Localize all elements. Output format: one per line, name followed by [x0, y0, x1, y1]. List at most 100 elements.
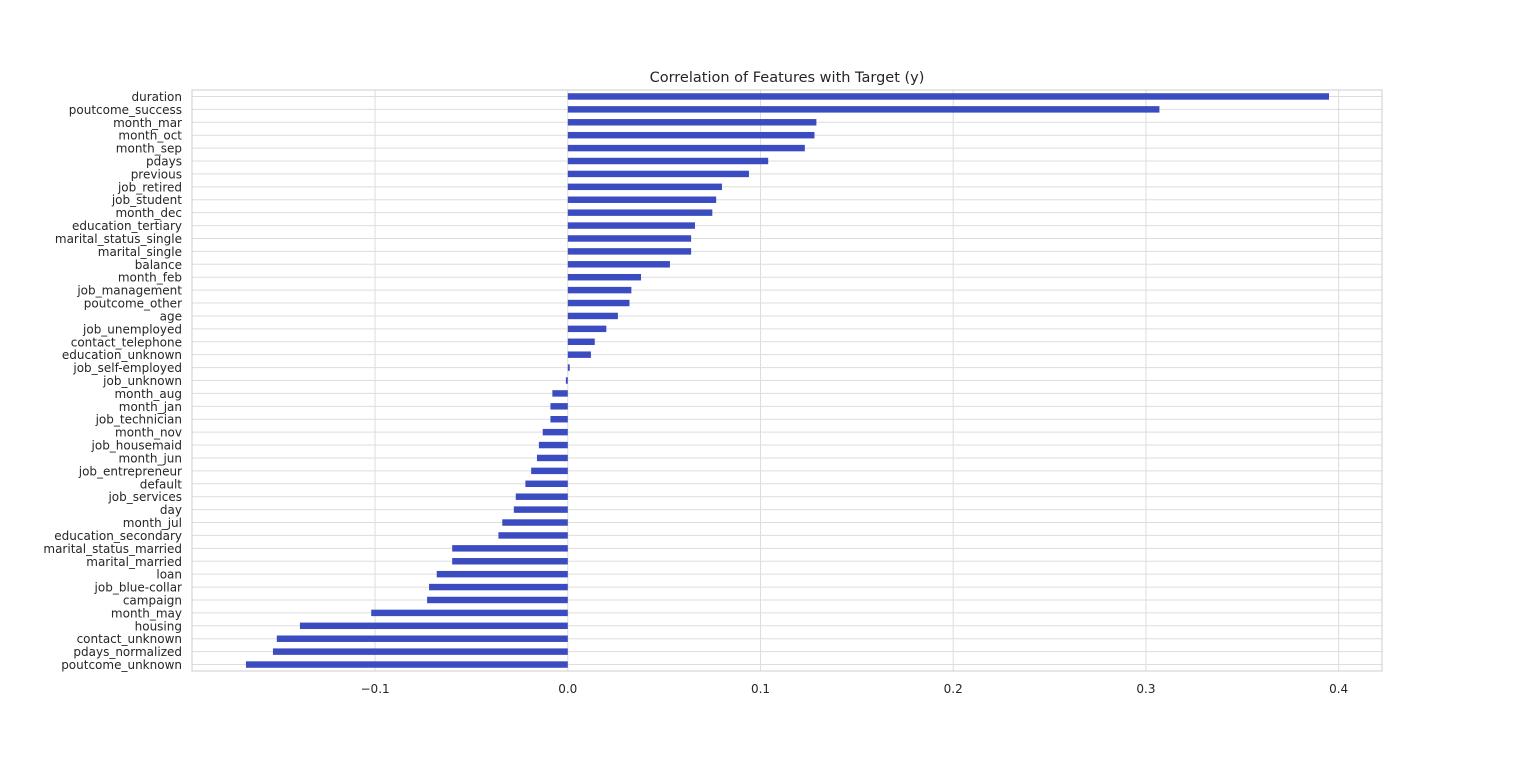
y-tick-label: day — [160, 503, 182, 517]
bar-marital_married — [452, 558, 568, 565]
bar-contact_telephone — [567, 338, 595, 345]
y-tick-label: previous — [131, 167, 182, 181]
y-tick-labels: durationpoutcome_successmonth_marmonth_o… — [43, 90, 182, 672]
y-tick-label: month_may — [111, 606, 182, 620]
chart-title: Correlation of Features with Target (y) — [650, 70, 925, 86]
bar-contact_unknown — [276, 635, 568, 642]
y-tick-label: pdays — [146, 155, 182, 169]
bar-job_services — [515, 493, 568, 500]
y-tick-label: housing — [135, 619, 182, 633]
bar-month_feb — [567, 273, 642, 281]
bar-loan — [436, 570, 568, 578]
y-tick-label: job_services — [107, 490, 182, 504]
grid-lines — [192, 90, 1382, 671]
y-tick-label: poutcome_unknown — [61, 658, 182, 672]
y-tick-label: month_jul — [123, 516, 182, 530]
x-tick-label: −0.1 — [361, 682, 390, 696]
y-tick-label: duration — [132, 90, 183, 104]
bar-month_nov — [542, 428, 568, 436]
bar-job_entrepreneur — [531, 467, 568, 475]
y-tick-label: job_unknown — [102, 374, 182, 388]
bar-pdays — [567, 157, 769, 165]
bar-month_jan — [550, 403, 568, 410]
x-tick-label: 0.1 — [751, 682, 770, 696]
bar-job_self-employed — [567, 364, 570, 371]
y-tick-label: balance — [135, 258, 182, 272]
bar-campaign — [427, 596, 568, 604]
bar-job_unknown — [565, 377, 568, 384]
bar-month_aug — [552, 390, 568, 397]
y-tick-label: job_retired — [117, 180, 182, 194]
y-tick-label: marital_status_married — [43, 542, 182, 556]
y-tick-label: contact_telephone — [71, 335, 182, 349]
bar-day — [513, 506, 568, 513]
y-tick-label: job_management — [76, 284, 182, 298]
y-tick-label: job_technician — [95, 413, 182, 427]
bar-job_unemployed — [567, 325, 607, 333]
y-tick-label: education_unknown — [62, 348, 182, 362]
bar-balance — [567, 261, 670, 268]
y-tick-label: month_mar — [113, 116, 182, 130]
y-tick-label: job_student — [111, 193, 182, 207]
bar-poutcome_other — [567, 299, 630, 307]
bar-marital_single — [567, 248, 692, 255]
y-tick-label: month_sep — [116, 142, 182, 156]
bar-job_blue-collar — [429, 583, 568, 591]
bar-education_secondary — [498, 532, 568, 539]
x-tick-label: 0.3 — [1136, 682, 1155, 696]
y-tick-label: education_secondary — [54, 529, 182, 543]
bar-month_dec — [567, 209, 713, 216]
y-tick-label: contact_unknown — [77, 632, 182, 646]
y-tick-label: month_dec — [115, 206, 182, 220]
bar-month_jul — [502, 519, 568, 526]
y-tick-label: job_self-employed — [72, 361, 182, 375]
bar-duration — [567, 93, 1330, 100]
y-tick-label: loan — [156, 568, 182, 582]
bar-previous — [567, 170, 749, 178]
y-tick-label: marital_status_single — [55, 232, 182, 246]
bars — [245, 93, 1330, 668]
y-tick-label: month_jan — [119, 400, 182, 414]
y-tick-label: campaign — [123, 593, 182, 607]
bar-month_oct — [567, 131, 815, 139]
y-tick-label: month_oct — [118, 129, 182, 143]
y-tick-label: age — [160, 309, 182, 323]
y-tick-label: pdays_normalized — [73, 645, 182, 659]
y-tick-label: month_feb — [118, 271, 182, 285]
bar-marital_status_single — [567, 235, 692, 242]
bar-housing — [299, 622, 568, 630]
bar-poutcome_unknown — [245, 661, 568, 668]
y-tick-label: marital_married — [86, 555, 182, 569]
y-tick-label: month_nov — [115, 426, 182, 440]
bar-pdays_normalized — [272, 648, 568, 655]
x-tick-label: 0.2 — [944, 682, 963, 696]
y-tick-label: job_unemployed — [82, 322, 182, 336]
y-tick-label: education_tertiary — [72, 219, 182, 233]
bar-job_student — [567, 196, 717, 203]
y-tick-label: month_aug — [114, 387, 182, 401]
bar-month_mar — [567, 119, 817, 126]
bar-poutcome_success — [567, 106, 1160, 113]
bar-month_may — [371, 609, 568, 617]
bar-month_jun — [536, 454, 568, 462]
y-tick-label: poutcome_other — [84, 297, 182, 311]
bar-job_retired — [567, 183, 722, 191]
x-tick-label: 0.4 — [1329, 682, 1348, 696]
x-tick-labels: −0.1 0.0 0.1 0.2 0.3 0.4 — [361, 682, 1349, 696]
y-tick-label: poutcome_success — [69, 103, 182, 117]
y-tick-label: job_blue-collar — [94, 581, 183, 595]
y-tick-label: job_housemaid — [91, 439, 182, 453]
bar-job_management — [567, 286, 632, 294]
plot-area-frame — [191, 89, 1383, 672]
bar-marital_status_married — [452, 545, 568, 552]
x-tick-label: 0.0 — [558, 682, 577, 696]
bar-month_sep — [567, 144, 805, 152]
bar-education_tertiary — [567, 222, 695, 229]
bar-job_housemaid — [538, 441, 568, 449]
bar-age — [567, 312, 618, 320]
bar-job_technician — [550, 416, 568, 423]
y-tick-label: month_jun — [119, 451, 183, 465]
